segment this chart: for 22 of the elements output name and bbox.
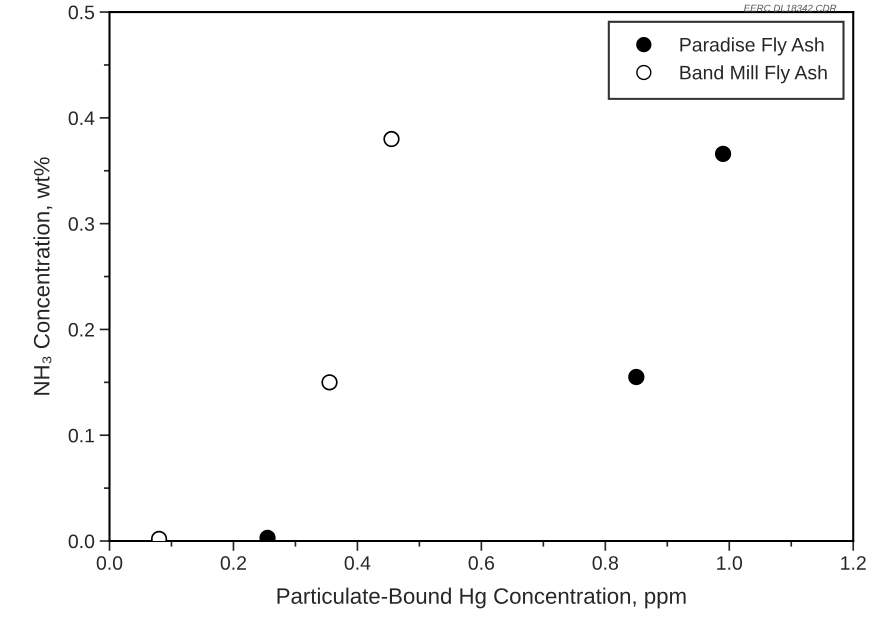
y-tick-label: 0.3 [68,217,94,231]
x-tick-label: 0.6 [468,556,494,570]
x-tick-label: 0.0 [96,556,122,570]
x-tick-label: 1.0 [717,556,742,570]
x-tick-label: 0.4 [344,556,370,570]
y-tick-label: 0.1 [68,428,94,442]
point [383,130,400,148]
x-tick-label: 1.2 [841,556,866,570]
legend-label: Paradise Fly Ash [680,37,824,56]
x-axis-title: Particulate-Bound Hg Concentration, ppm [278,588,686,608]
legend-label: Band Mill Fly Ash [680,65,827,84]
point [714,146,732,162]
y-tick-label: 0.0 [68,534,94,548]
y-tick-label: 0.2 [68,322,94,337]
y-tick-label: 0.5 [68,6,94,20]
y-axis-title: NH₃ Concentration, wt% [33,157,52,395]
point [628,368,644,386]
point [321,374,338,390]
x-tick-label: 0.8 [592,556,618,570]
y-tick-label: 0.4 [68,111,94,126]
text: EERC DL18342.CDR [744,4,836,12]
x-tick-label: 0.2 [220,556,246,570]
